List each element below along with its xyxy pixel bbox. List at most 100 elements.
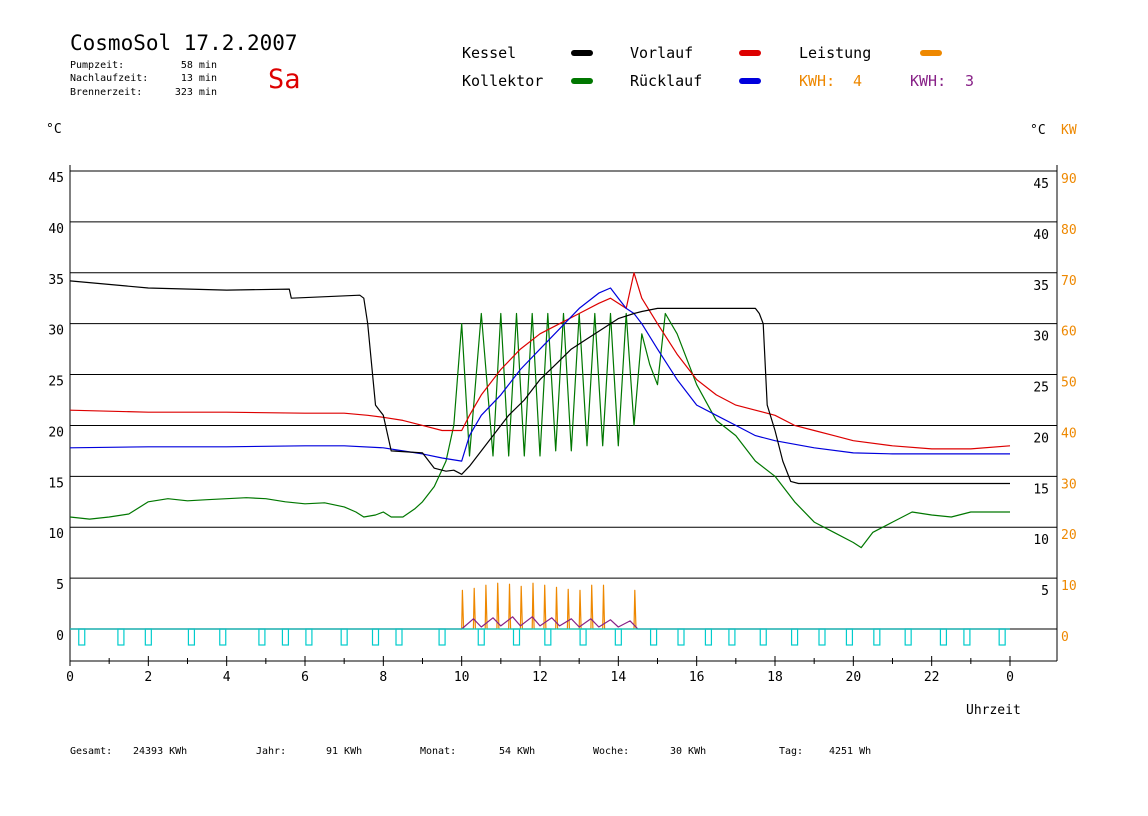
y-tick-label-right-temp: 10 [1033,533,1049,548]
series-line-leistung [70,582,1010,630]
x-tick-label: 0 [1006,670,1014,685]
total-label-monat: Monat: [420,746,456,757]
energy-totals: Gesamt: 24393 KWh Jahr: 91 KWh Monat: 54… [70,746,871,757]
total-label-gesamt: Gesamt: [70,746,112,757]
legend-swatch-leistung [920,50,942,56]
run-time-stats: Pumpzeit: 58 min Nachlaufzeit: 13 min Br… [70,60,217,98]
pump-pulse [281,628,290,646]
x-tick-label: 16 [689,670,705,685]
total-value-monat: 54 KWh [499,746,535,757]
x-tick-label: 18 [767,670,783,685]
y-tick-label-left: 25 [48,375,64,390]
pump-pulse [649,628,658,646]
stat-label-brennerzeit: Brennerzeit: [70,87,142,98]
pump-pulse [371,628,380,646]
pump-pulses [70,628,1010,646]
pump-pulse [728,628,736,646]
pump-pulse [818,628,826,646]
x-tick-label: 6 [301,670,309,685]
x-tick-label: 8 [379,670,387,685]
weekday-label: Sa [268,64,301,95]
legend-label-kollektor: Kollektor [462,72,543,90]
y-tick-label-right-temp: 45 [1033,177,1049,192]
legend-label-kessel: Kessel [462,44,516,62]
y-tick-label-left: 0 [56,629,64,644]
y-tick-label-left: 10 [48,527,64,542]
pump-pulse [904,628,912,646]
legend-label-leistung: Leistung [799,44,871,62]
pump-pulse [477,628,485,646]
total-value-jahr: 91 KWh [326,746,362,757]
y-tick-label-right-power: 80 [1061,223,1077,238]
total-label-jahr: Jahr: [256,746,286,757]
pump-pulse [845,628,854,646]
legend: Kessel Kollektor Vorlauf Rücklauf Leistu… [462,44,974,90]
y-tick-label-right-temp: 20 [1033,431,1049,446]
series [69,272,1011,630]
pump-pulse [998,628,1006,646]
pump-pulse [144,628,152,646]
stat-value-pumpzeit: 58 min [181,60,217,71]
pump-pulse [939,628,948,646]
pump-pulse [187,628,196,646]
y-tick-label-right-power: 20 [1061,528,1077,543]
pump-pulse [704,628,713,646]
y-axis-unit-right-temp: °C [1030,123,1046,138]
pump-pulse [512,628,521,646]
y-tick-label-left: 40 [48,222,64,237]
y-tick-label-right-temp: 15 [1033,482,1049,497]
y-tick-label-left: 45 [48,171,64,186]
pump-pulse [258,628,266,646]
pump-pulse [219,628,227,646]
y-axis-unit-left: °C [46,122,62,137]
total-value-woche: 30 KWh [670,746,706,757]
y-tick-label-right-temp: 35 [1033,279,1049,294]
y-tick-label-right-power: 0 [1061,630,1069,645]
series-line-kessel [69,280,1010,485]
x-tick-label: 0 [66,670,74,685]
pump-pulse [340,628,348,646]
pump-pulse [614,628,622,646]
pump-pulse [438,628,446,646]
y-axis-unit-right-power: KW [1061,123,1077,138]
stat-value-nachlaufzeit: 13 min [181,73,217,84]
y-tick-label-right-power: 30 [1061,477,1077,492]
pump-pulse [579,628,587,646]
pump-pulse [790,628,799,646]
y-tick-label-right-temp: 25 [1033,381,1049,396]
tick-labels: 0 2 4 6 8 10 12 14 16 18 20 22 005101520253035404551… [48,171,1076,685]
total-value-tag: 4251 Wh [829,746,871,757]
series-line-vorlauf [69,272,1011,450]
y-tick-label-left: 30 [48,324,64,339]
total-value-gesamt: 24393 KWh [133,746,187,757]
pump-pulse [395,628,403,646]
legend-swatch-vorlauf [739,50,761,56]
y-tick-label-right-temp: 40 [1033,228,1049,243]
y-tick-label-left: 15 [48,476,64,491]
y-tick-label-right-power: 40 [1061,426,1077,441]
x-axis-label: Uhrzeit [966,703,1021,718]
chart-title: CosmoSol 17.2.2007 [70,31,298,55]
x-tick-label: 14 [611,670,627,685]
legend-kwh2-label: KWH: [910,72,946,90]
pump-pulse [873,628,881,646]
y-tick-label-right-power: 10 [1061,579,1077,594]
legend-swatch-kessel [571,50,593,56]
series-line-ruecklauf [69,287,1010,462]
stat-label-nachlaufzeit: Nachlaufzeit: [70,73,148,84]
x-tick-label: 22 [924,670,940,685]
pump-pulse [544,628,552,646]
x-tick-label: 20 [846,670,862,685]
pump-pulse [305,628,313,646]
legend-label-vorlauf: Vorlauf [630,44,693,62]
y-tick-label-right-power: 60 [1061,325,1077,340]
stat-value-brennerzeit: 323 min [175,87,217,98]
total-label-tag: Tag: [779,746,803,757]
pump-pulse [963,628,971,646]
y-tick-label-left: 5 [56,578,64,593]
legend-kwh2-value: 3 [965,72,974,90]
series-line-kwh2 [70,616,1010,630]
y-tick-label-right-power: 90 [1061,172,1077,187]
series-line-kollektor [69,312,1010,549]
